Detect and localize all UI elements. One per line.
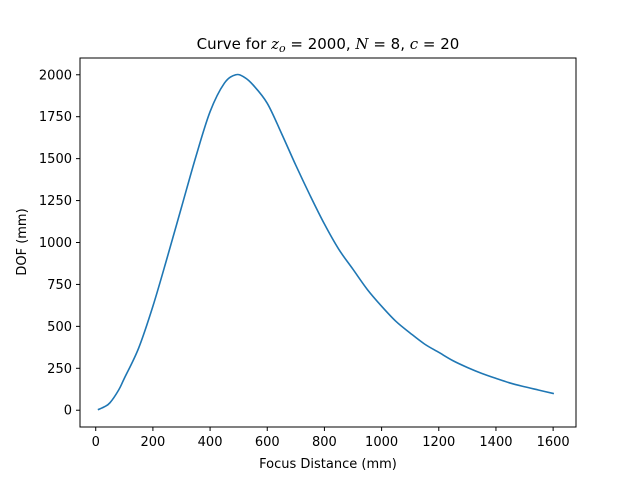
chart-title-prefix: Curve for <box>197 35 271 53</box>
y-tick-label: 2000 <box>39 68 72 83</box>
y-tick-label: 1750 <box>39 110 72 125</box>
y-tick-label: 0 <box>64 404 72 419</box>
y-tick-label: 500 <box>47 320 72 335</box>
x-axis-label: Focus Distance (mm) <box>259 457 397 472</box>
x-tick-label: 200 <box>140 435 165 450</box>
plot-frame <box>79 57 577 428</box>
x-tick-label: 800 <box>312 435 337 450</box>
x-tick-label: 400 <box>198 435 223 450</box>
x-tick-label: 1600 <box>537 435 570 450</box>
x-tick-label: 1000 <box>365 435 398 450</box>
y-tick-label: 1000 <box>39 236 72 251</box>
y-tick-label: 750 <box>47 278 72 293</box>
x-tick-label: 1400 <box>479 435 512 450</box>
x-tick-label: 600 <box>255 435 280 450</box>
x-axis-ticks: 0 200 400 600 800 1000 1200 1400 1600 <box>92 427 570 450</box>
chart-title: Curve for zo = 2000, N = 8, c = 20 <box>197 35 460 55</box>
dof-curve-line <box>97 73 555 411</box>
y-tick-label: 250 <box>47 362 72 377</box>
chart-title-var-n: N <box>354 35 369 53</box>
y-tick-label: 1500 <box>39 152 72 167</box>
x-tick-label: 1200 <box>422 435 455 450</box>
chart-title-var-c: c <box>410 35 419 53</box>
chart-title-eq1: = 2000, <box>286 35 356 53</box>
chart-title-var-z-subscript: o <box>279 42 286 55</box>
x-tick-label: 0 <box>92 435 100 450</box>
y-axis-ticks: 0 250 500 750 1000 1250 1500 1750 2000 <box>39 68 80 419</box>
chart-title-var-z: z <box>270 35 279 53</box>
y-axis-label: DOF (mm) <box>15 208 30 275</box>
y-tick-label: 1250 <box>39 194 72 209</box>
chart-title-eq2: = 8, <box>369 35 410 53</box>
series-layer <box>97 73 555 411</box>
chart-title-eq3: = 20 <box>418 35 459 53</box>
